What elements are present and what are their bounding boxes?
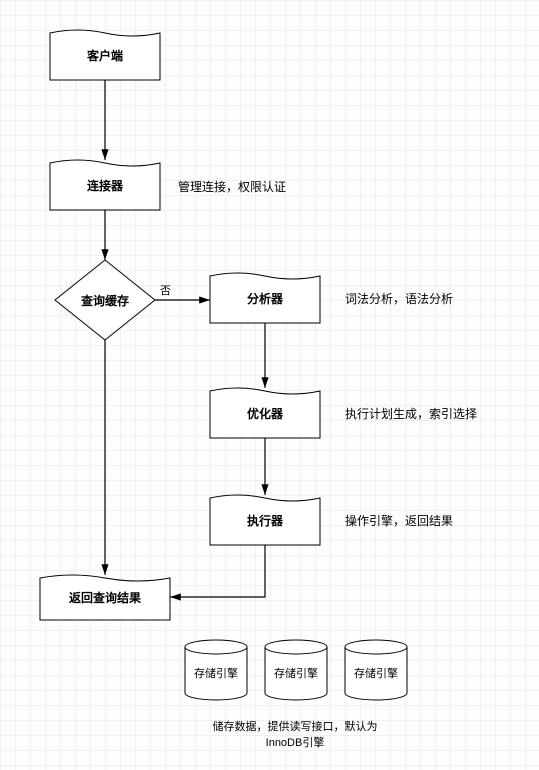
node-analyzer: 分析器 bbox=[210, 273, 320, 323]
caption-line1: 储存数据，提供读写接口，默认为 bbox=[213, 721, 378, 733]
caption-line2: InnoDB引擎 bbox=[266, 737, 325, 749]
node-cache: 查询缓存 bbox=[55, 260, 155, 340]
node-engine3: 存储引擎 bbox=[345, 640, 407, 700]
label-optimizer: 执行计划生成，索引选择 bbox=[345, 405, 477, 422]
node-result: 返回查询结果 bbox=[40, 575, 170, 620]
edge-5 bbox=[170, 545, 265, 597]
node-client: 客户端 bbox=[50, 30, 160, 80]
node-optimizer: 优化器 bbox=[210, 388, 320, 438]
label-connector: 管理连接，权限认证 bbox=[178, 178, 286, 195]
edge-label-no: 否 bbox=[160, 282, 171, 298]
label-executor: 操作引擎，返回结果 bbox=[345, 512, 453, 529]
label-analyzer: 词法分析，语法分析 bbox=[345, 290, 453, 307]
node-connector: 连接器 bbox=[50, 160, 160, 210]
node-engine1: 存储引擎 bbox=[185, 640, 247, 700]
node-executor: 执行器 bbox=[210, 495, 320, 545]
caption: 储存数据，提供读写接口，默认为 InnoDB引擎 bbox=[195, 718, 395, 750]
node-engine2: 存储引擎 bbox=[265, 640, 327, 700]
